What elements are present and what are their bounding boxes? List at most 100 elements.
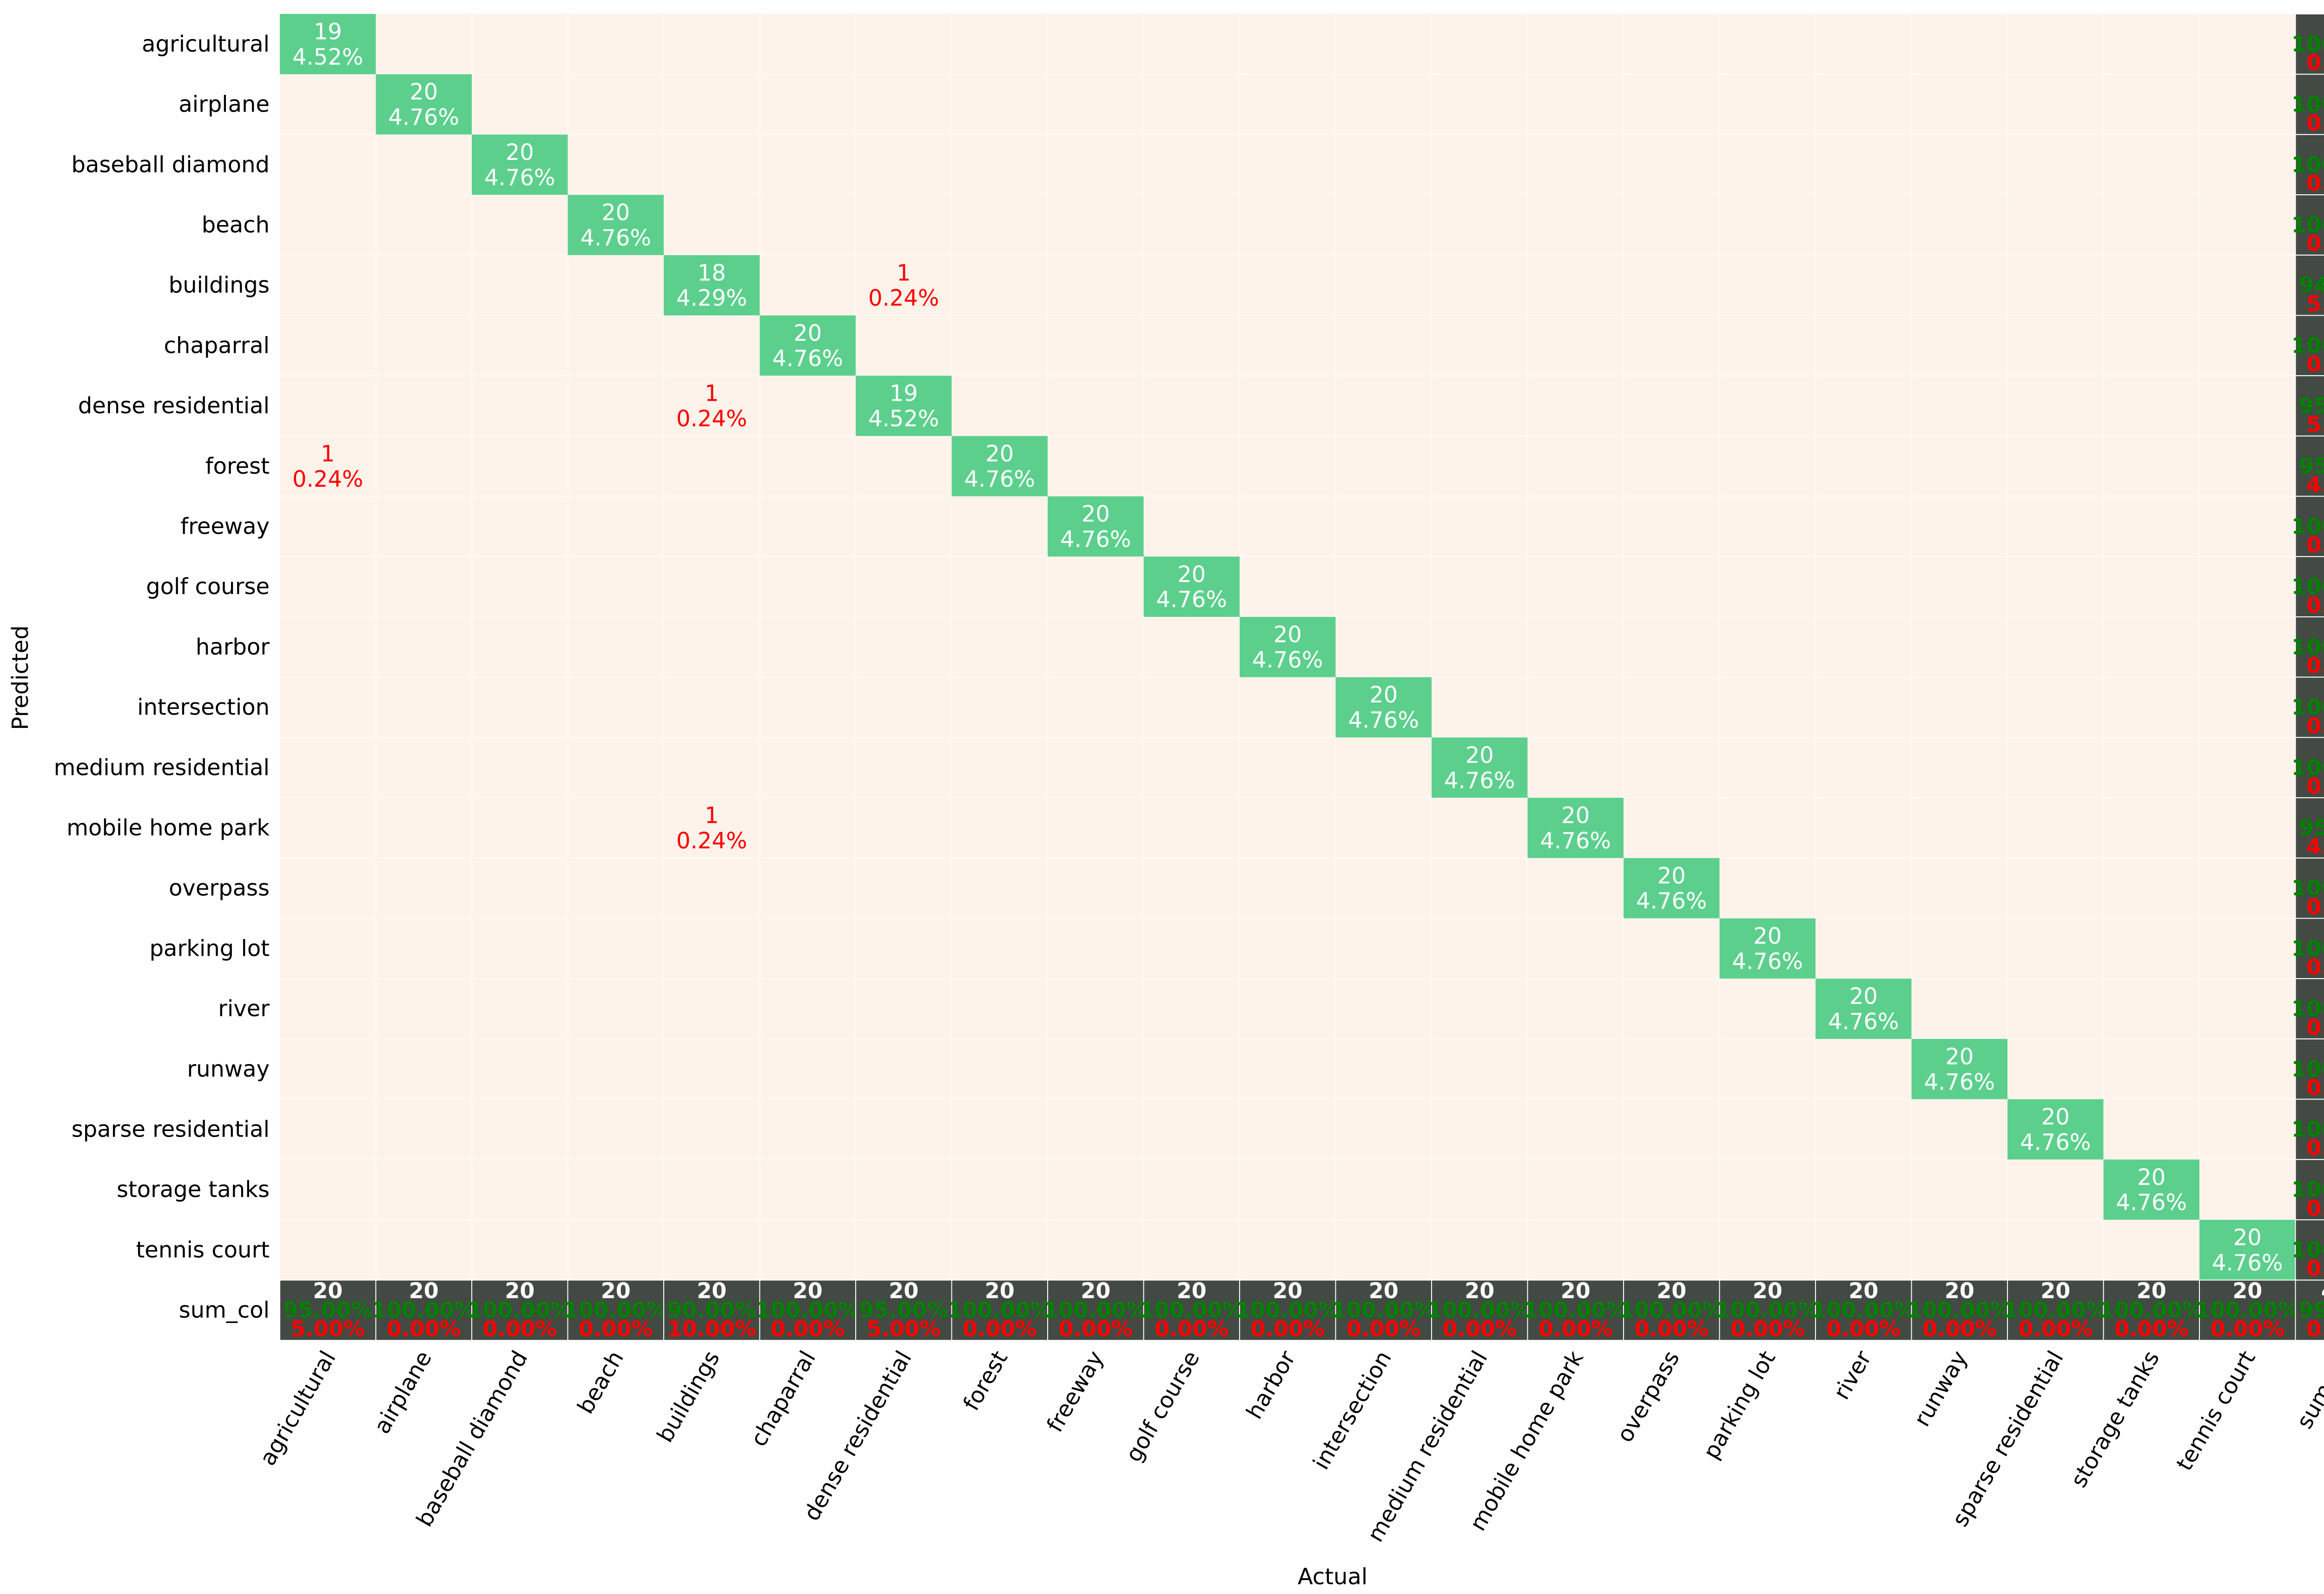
sum-lin-cell [2295,435,2324,497]
summary-correct-label: 95.00% [859,1297,948,1323]
sum-col-cell [951,1279,1048,1341]
cell-count-label: 1 [705,381,719,407]
summary-total-label: 20 [1369,1278,1399,1303]
summary-correct-label: 100.00% [2291,1177,2324,1202]
summary-correct-label: 100.00% [2291,31,2324,56]
cell-percent-label: 0.24% [292,466,363,492]
summary-correct-label: 95.24% [2299,453,2324,478]
cell-count-label: 20 [793,320,822,346]
row-tick-label: river [218,996,270,1022]
cell-count-label: 1 [897,260,911,286]
summary-error-label: 4.76% [2306,834,2324,859]
matrix-cell-correct [2103,1159,2199,1220]
sum-lin-cell [2295,1038,2324,1100]
row-tick-label: agricultural [142,31,270,57]
summary-total-label: 20 [601,1278,631,1303]
sum-lin-cell [2295,134,2324,196]
cell-percent-label: 4.29% [676,285,747,311]
summary-total-label: 20 [2232,1278,2262,1303]
sum-col-cell [375,1279,472,1341]
summary-correct-label: 100.00% [1619,1297,1723,1323]
cell-count-label: 20 [1369,682,1398,708]
sum-col-cell [1527,1279,1624,1341]
cell-count-label: 20 [1657,863,1686,889]
cell-count-label: 20 [1177,562,1206,588]
summary-total-label: 420 [2321,1278,2324,1303]
summary-correct-label: 100.00% [2291,936,2324,961]
summary-correct-label: 100.00% [2195,1297,2299,1323]
summary-correct-label: 95.00% [2299,393,2324,418]
summary-error-label: 0.00% [2114,1316,2189,1341]
sum-lin-cell [2295,616,2324,678]
summary-error-label: 0.00% [2306,351,2324,377]
summary-error-label: 0.00% [1730,1316,1805,1341]
summary-correct-label: 100.00% [2003,1297,2107,1323]
sum-col-cell [1239,1279,1336,1341]
sum-lin-cell [2295,1098,2324,1160]
summary-error-label: 0.00% [771,1316,845,1341]
cell-percent-label: 4.76% [1924,1069,1995,1095]
x-axis-label: Actual [1298,1564,1367,1590]
cell-count-label: 20 [1849,984,1878,1010]
cell-count-label: 20 [985,441,1014,467]
row-tick-label: overpass [169,875,270,901]
summary-total-label: 20 [1657,1278,1686,1303]
matrix-cell-correct [759,315,856,376]
cell-count-label: 20 [1082,501,1110,527]
summary-error-label: 0.00% [2306,774,2324,799]
cell-percent-label: 4.76% [1636,888,1707,914]
cell-count-label: 20 [2041,1104,2070,1130]
summary-total-label: 20 [313,1278,343,1303]
summary-total-label: 20 [889,1278,918,1303]
summary-total-label: 20 [697,1278,726,1303]
cell-percent-label: 4.76% [1156,587,1227,613]
summary-total-label: 20 [1465,1278,1494,1303]
cell-percent-label: 4.76% [389,105,459,131]
cell-percent-label: 4.76% [1828,1009,1899,1035]
summary-error-label: 0.00% [2306,954,2324,979]
summary-error-label: 0.00% [1826,1316,1901,1341]
summary-correct-label: 100.00% [2291,574,2324,599]
sum-lin-cell [2295,13,2324,75]
sum-col-cell [1623,1279,1720,1341]
matrix-cell-correct [1719,918,1816,979]
cell-percent-label: 4.76% [772,345,843,371]
summary-correct-label: 99.05% [2299,1297,2324,1323]
summary-error-label: 0.00% [2018,1316,2093,1341]
cell-percent-label: 4.76% [1540,828,1611,854]
sum-lin-cell [2295,857,2324,919]
cell-count-label: 19 [314,19,342,45]
sum-lin-cell [2295,73,2324,135]
cell-percent-label: 4.76% [1732,948,1803,974]
sum-lin-cell [2295,254,2324,316]
summary-error-label: 0.00% [2210,1316,2284,1341]
summary-correct-label: 100.00% [564,1297,668,1323]
summary-correct-label: 100.00% [2291,755,2324,780]
sum-col-cell [1143,1279,1240,1341]
summary-correct-label: 100.00% [1716,1297,1820,1323]
summary-error-label: 0.00% [2306,1075,2324,1100]
summary-total-label: 20 [1081,1278,1110,1303]
row-tick-label: mobile home park [66,815,270,841]
cell-count-label: 19 [890,381,918,407]
summary-correct-label: 100.00% [2291,152,2324,177]
cell-count-label: 1 [321,441,335,467]
cell-count-label: 20 [1753,923,1782,949]
summary-correct-label: 95.24% [2299,815,2324,840]
summary-error-label: 5.00% [290,1316,365,1341]
cell-percent-label: 4.76% [2212,1250,2283,1276]
summary-error-label: 0.00% [2306,713,2324,738]
summary-correct-label: 100.00% [2291,333,2324,358]
sum-col-cell [1719,1279,1816,1341]
matrix-cell-correct [1816,979,1912,1039]
summary-correct-label: 100.00% [2100,1297,2204,1323]
row-tick-label: baseball diamond [72,152,270,178]
summary-error-label: 0.00% [1347,1316,1421,1341]
cell-percent-label: 4.76% [1252,647,1323,673]
summary-total-label: 20 [1561,1278,1591,1303]
matrix-cell-correct [376,74,472,135]
sum-col-cell [1047,1279,1144,1341]
summary-correct-label: 100.00% [1811,1297,1915,1323]
summary-error-label: 0.00% [1058,1316,1133,1341]
sum-lin-cell [2295,1159,2324,1221]
